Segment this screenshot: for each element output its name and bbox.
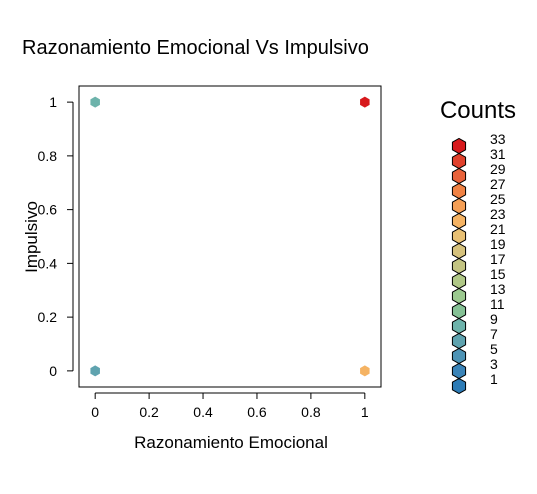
y-axis-label: Impulsivo [22,201,41,273]
data-points [90,97,369,377]
hexbin-point [90,97,100,108]
legend-swatch [452,333,465,348]
legend-swatch [452,168,465,183]
legend-swatch [452,198,465,213]
legend-label: 19 [490,236,506,252]
legend-swatch [452,318,465,333]
hexbin-point [90,365,100,376]
x-axis: 0 0.2 0.4 0.6 0.8 1 [91,393,369,420]
legend-swatch [452,288,465,303]
x-tick-label: 1 [361,404,369,420]
legend-label: 27 [490,176,506,192]
legend-swatch [452,303,465,318]
x-tick-label: 0.6 [247,404,267,420]
hexbin-point [360,97,370,108]
legend-swatch [452,363,465,378]
legend-swatch [452,348,465,363]
legend-label: 3 [490,356,498,372]
hexbin-point [360,365,370,376]
x-tick-label: 0.2 [139,404,159,420]
legend-swatch [452,273,465,288]
y-tick-label: 1 [49,94,57,110]
y-tick-label: 0 [49,363,57,379]
y-tick-label: 0.2 [38,309,58,325]
chart-title: Razonamiento Emocional Vs Impulsivo [22,37,369,59]
legend-swatch [452,138,465,153]
legend-swatch [452,258,465,273]
legend-swatch [452,378,465,393]
legend-swatch [452,183,465,198]
legend-label: 7 [490,326,498,342]
legend-swatch [452,213,465,228]
x-tick-label: 0.4 [193,404,213,420]
legend-swatch [452,153,465,168]
y-tick-label: 0.8 [38,148,58,164]
legend-label: 25 [490,191,506,207]
legend-swatch [452,228,465,243]
x-tick-label: 0.8 [301,404,321,420]
legend-label: 13 [490,281,506,297]
x-axis-label: Razonamiento Emocional [134,433,328,452]
legend-label: 17 [490,251,506,267]
x-tick-label: 0 [91,404,99,420]
legend-label: 1 [490,371,498,387]
legend-label: 21 [490,221,506,237]
legend-label: 31 [490,146,506,162]
legend-label: 11 [490,296,505,312]
legend-label: 9 [490,311,498,327]
legend-label: 33 [490,131,506,147]
y-axis: 00.20.40.60.81 [38,94,73,379]
legend-label: 5 [490,341,498,357]
legend-title: Counts [440,97,516,124]
legend-label: 29 [490,161,506,177]
legend-label: 15 [490,266,506,282]
plot-area-border [79,86,381,387]
legend-swatch [452,243,465,258]
legend-label: 23 [490,206,506,222]
